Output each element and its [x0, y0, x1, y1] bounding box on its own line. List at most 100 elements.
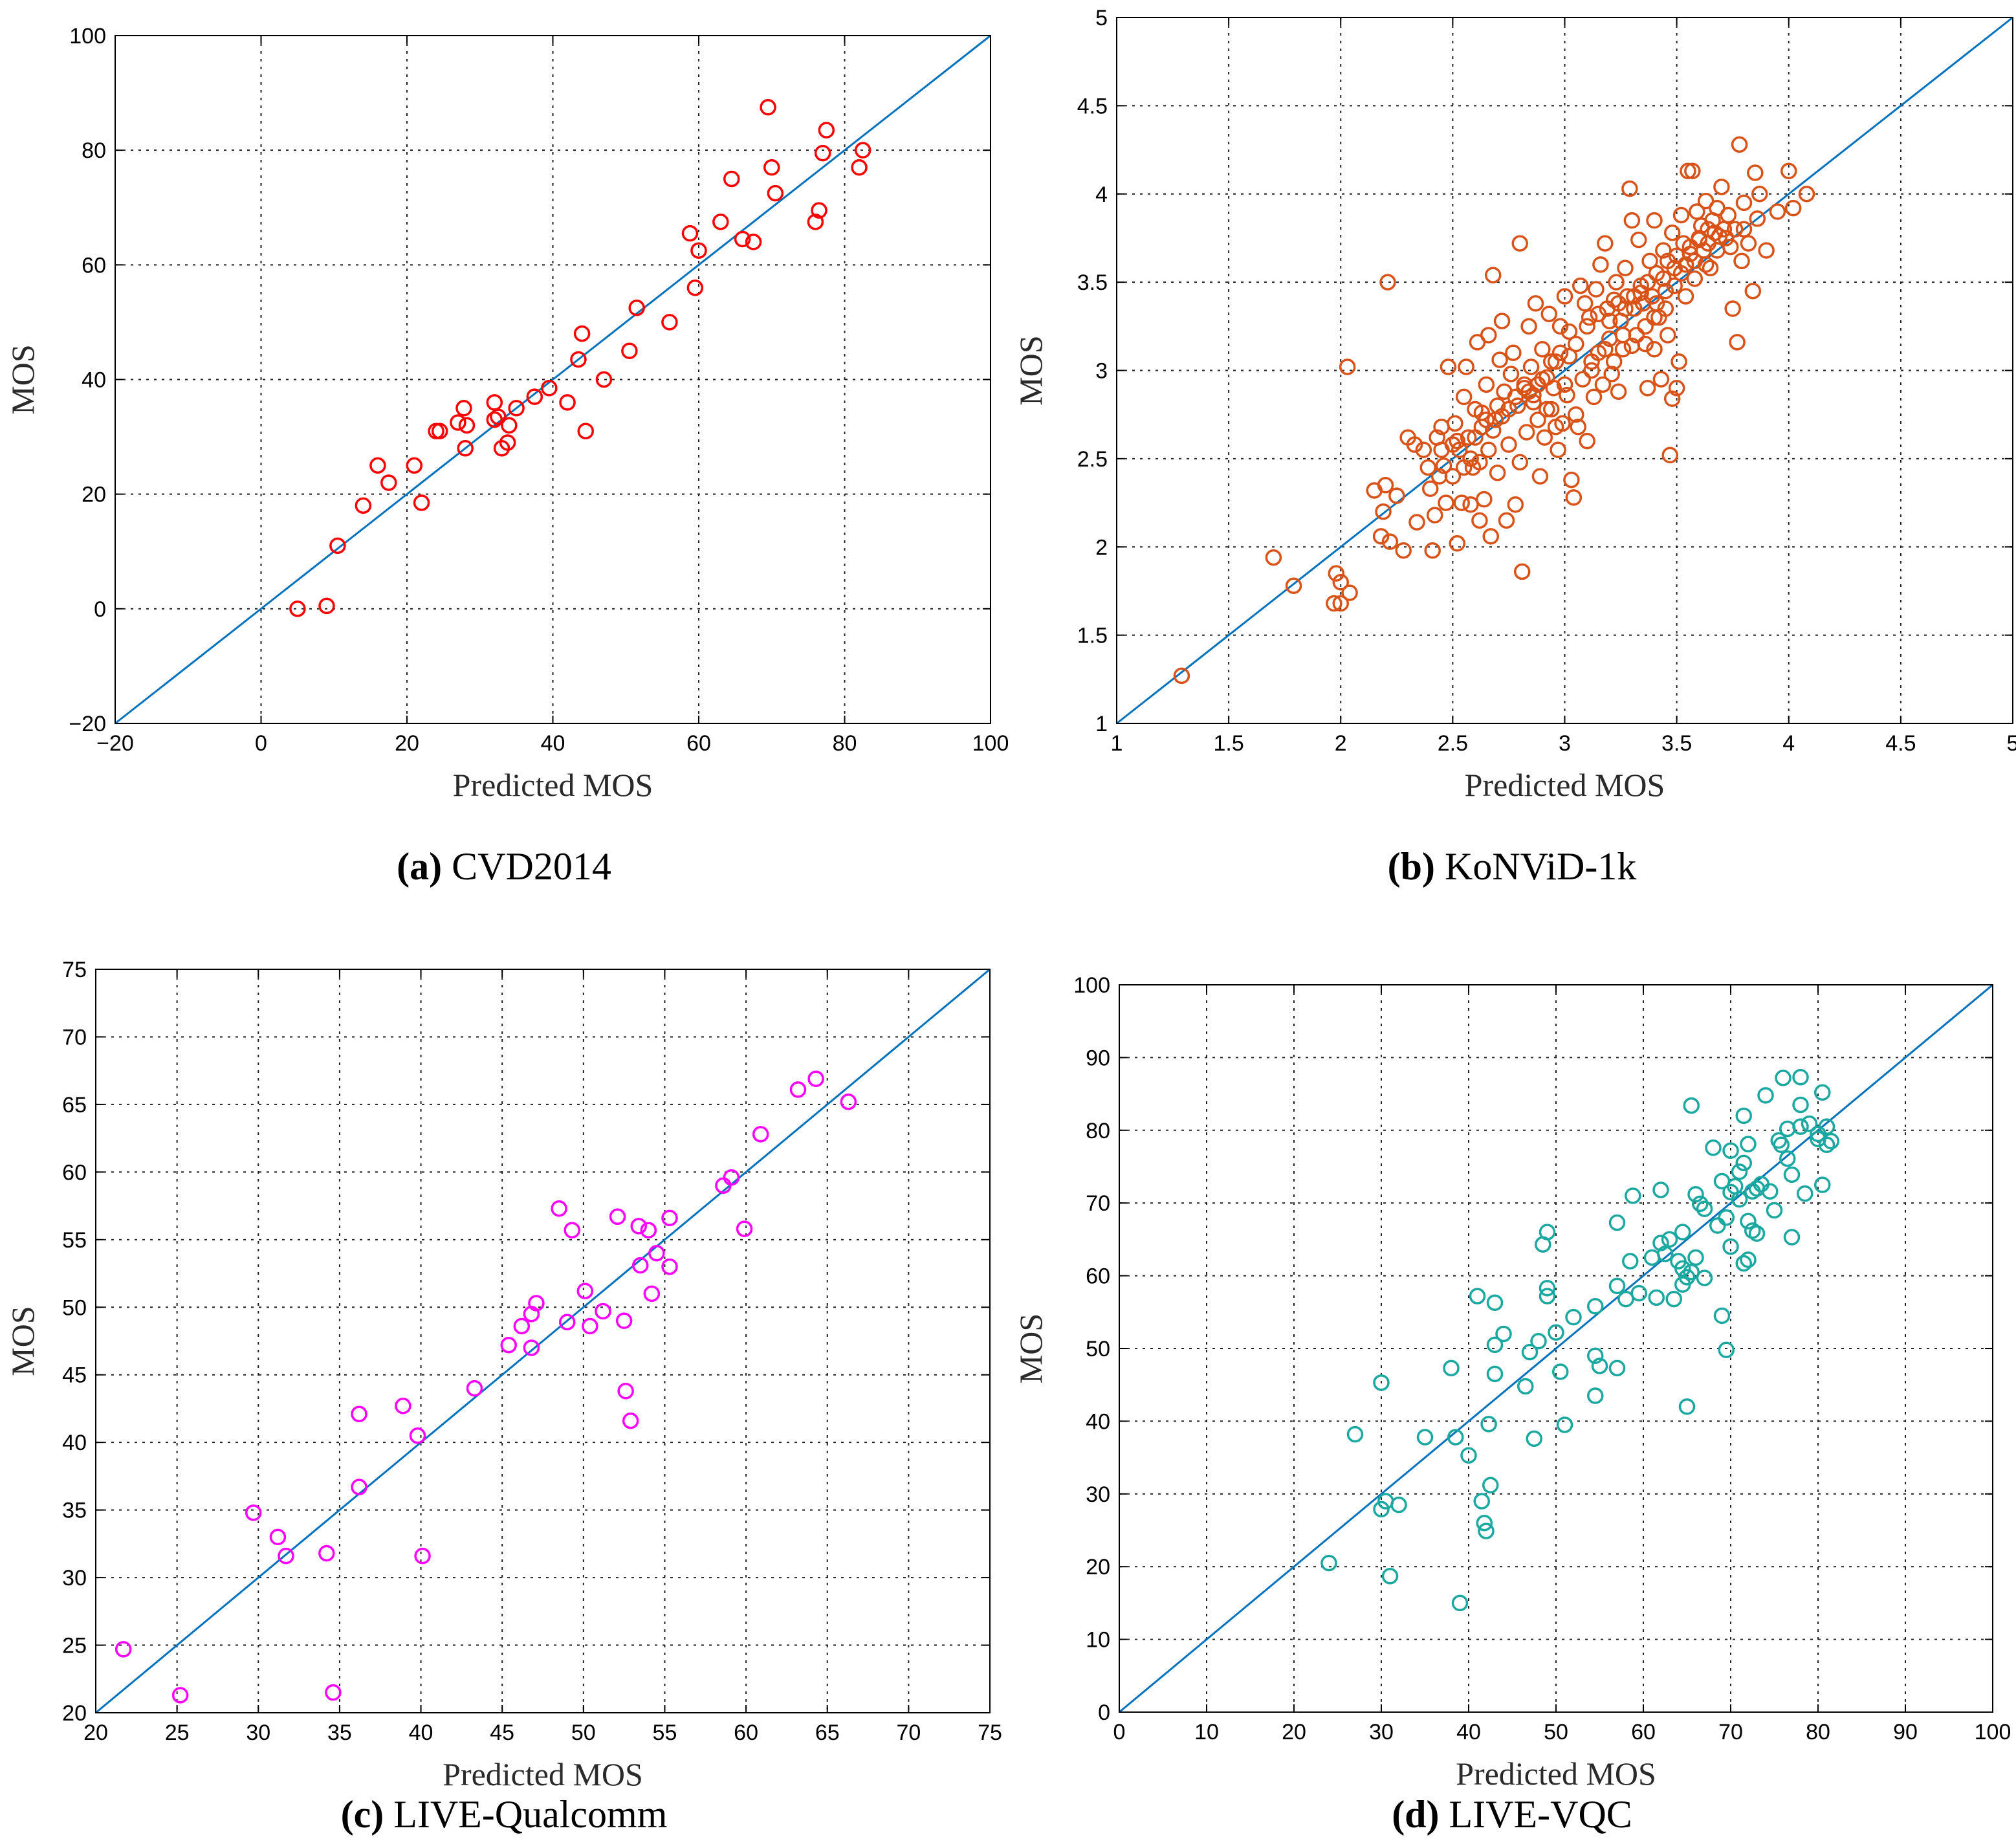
data-point: [351, 1479, 367, 1495]
reference-line: [115, 34, 991, 725]
data-point: [1379, 274, 1396, 291]
data-point: [1646, 341, 1663, 358]
data-point: [854, 142, 871, 159]
data-point: [1570, 419, 1587, 435]
data-point: [1639, 274, 1656, 291]
y-tick-label: 0: [94, 597, 106, 622]
data-point: [1630, 1284, 1647, 1302]
data-point: [1784, 199, 1802, 217]
data-point: [1534, 371, 1551, 388]
data-point: [1539, 401, 1555, 418]
data-point: [1542, 401, 1560, 418]
data-point: [789, 1081, 807, 1098]
data-point: [1608, 274, 1625, 291]
data-point: [1692, 1195, 1709, 1213]
data-point: [1652, 1182, 1669, 1198]
scatter-chart-live-qualcomm: 20 25 30 35 40 45 50 55 60 65 70 75 20 25 30 35 40 45 50 55…: [5, 958, 1002, 1792]
x-tick-label: 1: [1111, 731, 1123, 756]
x-tick-label: 0: [255, 731, 267, 756]
panel-a: −20 0 20 40 60 80 100 −20 0 20 40 60 80 100 Predicted …: [0, 0, 1008, 938]
data-point: [1735, 221, 1753, 238]
data-point: [1729, 334, 1746, 351]
data-point: [1265, 549, 1282, 566]
data-point: [1696, 1200, 1713, 1217]
data-point: [1518, 424, 1535, 441]
data-point: [1666, 277, 1683, 294]
y-axis-label: MOS: [5, 344, 41, 414]
x-tick-label: 70: [896, 1721, 921, 1745]
x-tick-label: 40: [1456, 1720, 1481, 1744]
x-tick-label: 40: [541, 731, 565, 756]
data-point: [551, 1200, 567, 1217]
y-tick-label: 100: [69, 24, 106, 49]
data-point: [1614, 341, 1632, 358]
data-point: [1630, 231, 1647, 248]
data-point: [1346, 1425, 1364, 1443]
caption-letter: (b): [1387, 845, 1435, 888]
data-point: [1677, 256, 1694, 273]
data-point: [1592, 256, 1609, 273]
data-point: [1536, 429, 1553, 446]
data-point: [595, 1303, 611, 1320]
y-tick-label: 40: [82, 368, 106, 393]
data-point: [1511, 454, 1528, 471]
data-point: [1798, 186, 1815, 203]
data-point: [1486, 1365, 1504, 1383]
caption-a: (a) CVD2014: [0, 844, 1008, 889]
x-tick-label: 45: [490, 1721, 514, 1745]
y-tick-label: 2: [1095, 535, 1108, 560]
data-point: [661, 314, 678, 331]
x-tick-label: 90: [1893, 1720, 1918, 1744]
data-point: [570, 351, 587, 368]
data-point: [1751, 186, 1768, 203]
data-point: [1471, 454, 1488, 471]
data-point: [1542, 353, 1560, 370]
data-point: [1660, 327, 1676, 344]
y-tick-label: 1: [1095, 712, 1108, 736]
caption-letter: (c): [340, 1793, 384, 1836]
data-point: [734, 230, 751, 248]
data-point: [1735, 194, 1753, 212]
data-point: [1684, 162, 1701, 180]
data-point: [1438, 494, 1454, 511]
data-point: [1705, 1139, 1722, 1156]
x-tick-label: 50: [1544, 1720, 1568, 1744]
data-point: [1462, 450, 1479, 467]
data-point: [712, 214, 729, 230]
caption-text: LIVE-Qualcomm: [393, 1793, 668, 1836]
data-point: [661, 1258, 678, 1275]
data-point: [1173, 667, 1190, 685]
y-axis-label: MOS: [5, 1306, 41, 1376]
data-point: [1390, 1496, 1407, 1513]
x-tick-label: 20: [83, 1721, 108, 1745]
data-point: [690, 242, 707, 259]
data-point: [1683, 1264, 1700, 1281]
data-point: [1455, 388, 1473, 406]
data-point: [457, 440, 474, 457]
caption-b: (b) KoNViD-1k: [1008, 844, 2016, 889]
data-point: [1443, 1359, 1460, 1377]
data-point: [1661, 446, 1678, 464]
data-point: [500, 1337, 517, 1354]
data-point: [1614, 327, 1632, 344]
x-axis-label: Predicted MOS: [443, 1756, 643, 1792]
x-tick-label: 0: [1113, 1720, 1126, 1744]
data-point: [1576, 295, 1594, 312]
data-point: [1415, 441, 1432, 458]
caption-c: (c) LIVE-Qualcomm: [0, 1792, 1008, 1837]
data-point: [1657, 1246, 1674, 1262]
data-point: [1552, 1363, 1569, 1380]
data-point: [1476, 1515, 1493, 1532]
data-point: [1539, 1224, 1556, 1240]
data-point: [526, 388, 543, 405]
data-point: [1493, 408, 1511, 425]
data-point: [1471, 512, 1488, 529]
y-tick-label: 80: [82, 138, 106, 163]
data-point: [1603, 366, 1620, 382]
data-point: [1395, 542, 1412, 559]
x-tick-label: 100: [972, 731, 1008, 756]
data-point: [1735, 1255, 1752, 1272]
y-tick-label: 100: [1073, 973, 1110, 998]
data-point: [1814, 1176, 1831, 1193]
data-point: [1731, 1191, 1748, 1208]
